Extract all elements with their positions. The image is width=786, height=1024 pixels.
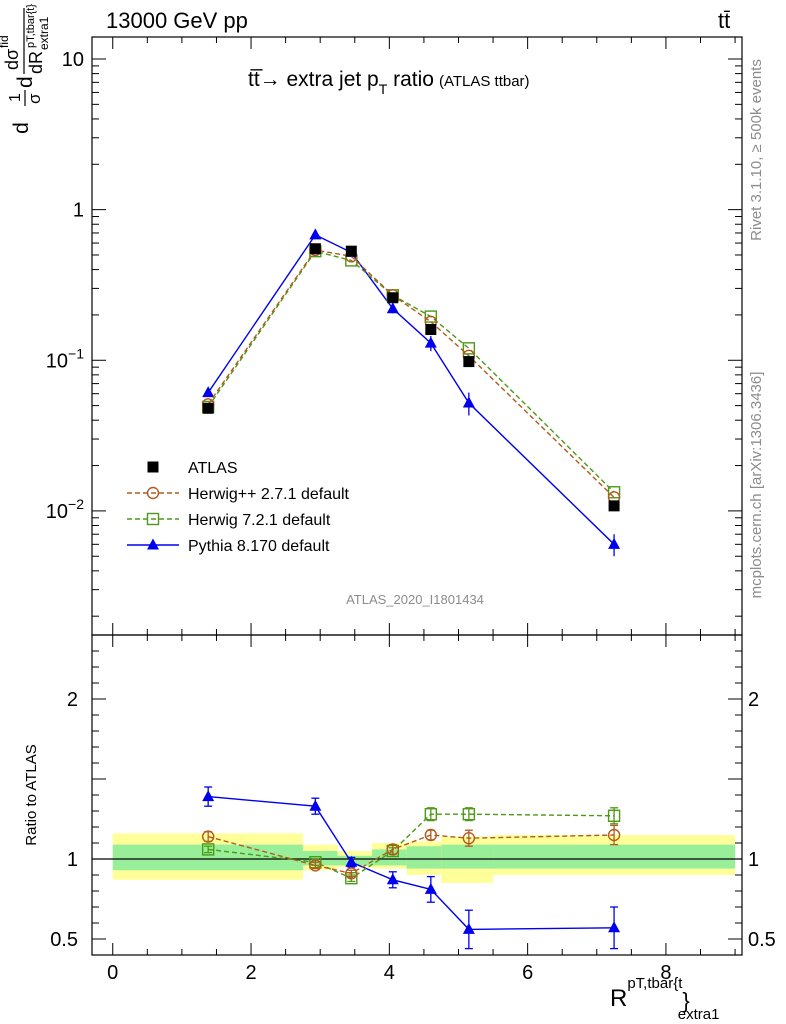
pythia-8-170-default-ratio-point (386, 873, 399, 885)
ratio-y-tick-label-left: 2 (67, 689, 78, 711)
atlas-main-point (345, 245, 357, 257)
plot-title: tt̅→ extra jet pT ratio (ATLAS ttbar) (248, 68, 530, 97)
atlas-main-point (608, 500, 620, 512)
title-sub-t: T (379, 81, 388, 97)
x-tick-label: 2 (245, 962, 256, 984)
svg-text:pT,tbar{t}: pT,tbar{t} (25, 4, 37, 48)
atlas-main-point (309, 243, 321, 255)
legend-atlas-marker (147, 461, 159, 473)
data-layer: ATLAS Herwig++ 2.7.1 default Herwig 7.2.1 … (127, 228, 621, 950)
herwig-2-7-1-default-ratio-point (424, 828, 438, 842)
svg-text:d: d (14, 76, 37, 88)
main-y-tick-label: 10−2 (46, 496, 84, 523)
main-y-axis-label: d 1 σ d dσ fid dR pT,tbar{t} extra1 (0, 4, 51, 134)
herwig-7-2-1-default-main-point (462, 342, 476, 355)
herwig-7-2-1-default-ratio-point (201, 843, 215, 856)
x-tick-label: 6 (522, 962, 533, 984)
svg-text:extra1: extra1 (37, 16, 51, 50)
pythia-8-170-default-main-point (462, 396, 475, 408)
ratio-y-tick-label-left: 0.5 (50, 929, 78, 951)
legend-pythia-8-170-default-marker (147, 538, 159, 550)
mcplots-label: mcplots.cern.ch [arXiv:1306.3436] (748, 372, 765, 599)
herwig-7-2-1-default-main-point (424, 310, 438, 323)
main-y-tick-label: 10 (62, 49, 84, 71)
herwig-7-2-1-default-ratio-point (424, 808, 438, 821)
herwig-2-7-1-default-ratio-point (201, 830, 215, 843)
x-tick-label: 8 (660, 962, 671, 984)
herwig-2-7-1-default-ratio-point (607, 828, 621, 842)
rivet-label: Rivet 3.1.10, ≥ 500k events (748, 59, 765, 241)
pythia-8-170-default-main-point (608, 537, 621, 549)
title-small: (ATLAS ttbar) (439, 73, 530, 90)
legend-herwig-7-2-1-default-marker (146, 512, 160, 526)
svg-text:1: 1 (7, 93, 24, 102)
x-label-main: R (610, 985, 627, 1012)
x-label-brace: } (682, 988, 689, 1013)
legend-herwig-2-7-1-default-marker (146, 486, 160, 500)
x-label-sup: pT,tbar{t (627, 975, 683, 992)
pythia-8-170-default-ratio-point (462, 922, 475, 934)
atlas-main-point (463, 356, 475, 368)
herwig-7-2-1-default-ratio-point (462, 808, 476, 821)
uncertainty-bands (92, 833, 742, 883)
band-green-bin (337, 855, 373, 866)
legend-pythia-8-170-default-label: Pythia 8.170 default (188, 538, 330, 555)
main-y-tick-label: 1 (73, 200, 84, 222)
svg-text:d: d (10, 122, 33, 134)
atlas-main-point (387, 292, 399, 304)
svg-text:σ: σ (25, 93, 44, 104)
herwig-2-7-1-default-ratio-point (462, 832, 476, 845)
x-tick-label: 4 (384, 962, 395, 984)
svg-text:fid: fid (0, 35, 11, 48)
herwig-7-2-1-default-main-point (607, 486, 621, 499)
pythia-8-170-default-main-point (309, 228, 322, 240)
legend-herwig-2-7-1-default-label: Herwig++ 2.7.1 default (188, 486, 350, 503)
pythia-8-170-default-ratio-point (202, 790, 215, 802)
pythia-8-170-default-main-point (202, 386, 215, 398)
title-ratio: ratio (387, 68, 434, 91)
atlas-main-point (202, 402, 214, 414)
svg-text:dR: dR (26, 51, 46, 74)
energy-label: 13000 GeV pp (106, 8, 248, 33)
herwig-2-7-1-default-main-line (207, 249, 615, 498)
band-green-bin (406, 846, 442, 869)
ratio-y-tick-label-right: 0.5 (748, 929, 776, 951)
title-main: tt̅→ extra jet p (248, 68, 379, 91)
x-tick-label: 0 (107, 962, 118, 984)
legend-atlas-label: ATLAS (188, 460, 238, 477)
main-y-tick-label: 10−1 (46, 345, 84, 372)
herwig-7-2-1-default-main-line (207, 250, 615, 493)
ratio-y-label: Ratio to ATLAS (23, 744, 40, 845)
pythia-8-170-default-main-point (386, 302, 399, 314)
herwig-2-7-1-default-ratio-point (345, 867, 358, 880)
pythia-8-170-default-ratio-point (608, 921, 621, 933)
ratio-y-tick-label-left: 1 (67, 849, 78, 871)
pythia-8-170-default-ratio-point (309, 799, 322, 811)
herwig-2-7-1-default-ratio-point (309, 859, 322, 872)
ratio-panel-frame (91, 634, 743, 956)
atlas-main-point (425, 324, 437, 336)
x-label-sub: extra1 (678, 1006, 720, 1023)
svg-text:dσ: dσ (2, 49, 22, 70)
band-green-bin (441, 844, 494, 869)
band-green-bin (493, 844, 736, 869)
legend-herwig-7-2-1-default-label: Herwig 7.2.1 default (188, 512, 331, 529)
herwig-7-2-1-default-ratio-point (607, 809, 621, 822)
pythia-8-170-default-main-point (424, 336, 437, 348)
herwig-2-7-1-default-ratio-point (386, 843, 399, 856)
x-axis-label: RpT,tbar{t} extra1 (610, 975, 719, 1023)
analysis-id: ATLAS_2020_I1801434 (346, 592, 484, 607)
process-label: tt̄ (718, 8, 730, 33)
ratio-y-tick-label-right: 1 (748, 849, 759, 871)
pythia-8-170-default-ratio-point (424, 882, 437, 894)
band-green-bin (372, 849, 407, 866)
axes-layer: 0 2 4 6 8 10−2 10−1 1 10 0.5 0.5 1 1 2 2 (46, 36, 776, 984)
ratio-y-tick-label-right: 2 (748, 689, 759, 711)
pythia-8-170-default-ratio-point (345, 855, 358, 867)
